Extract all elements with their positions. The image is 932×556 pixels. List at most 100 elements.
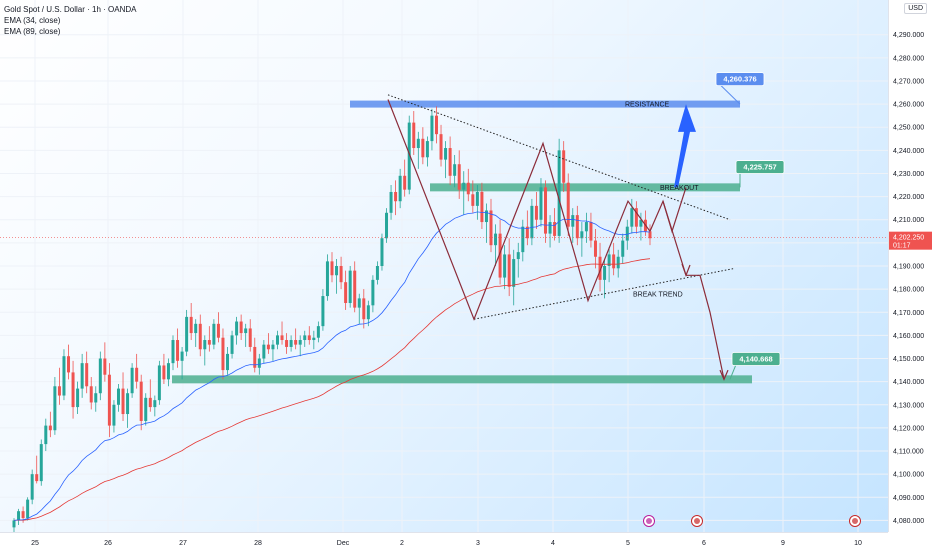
price-tick: 4,290.000: [893, 32, 924, 39]
zone-breakout: [430, 183, 740, 192]
candle-body: [430, 115, 434, 142]
candle-body: [221, 337, 225, 371]
candle-body: [253, 346, 257, 368]
candle-body: [89, 386, 93, 403]
arrowhead-low: [719, 369, 729, 381]
time-axis[interactable]: 25 26 27 28 Dec 2 3 4 5 6 9 10: [0, 532, 888, 551]
candle-body: [385, 212, 389, 239]
price-chart[interactable]: RESISTANCE BREAKOUT BREAK TREND 4,260.376 4,…: [0, 0, 888, 532]
plot-area[interactable]: RESISTANCE BREAKOUT BREAK TREND 4,260.376 4,…: [0, 0, 888, 532]
candle-body: [180, 351, 184, 361]
candle-body: [616, 256, 620, 269]
price-axis[interactable]: 4,290.000 4,280.000 4,270.000 4,260.000 4,25…: [888, 0, 932, 532]
candle-body: [30, 474, 34, 500]
candle-body: [544, 187, 548, 234]
legend-ema34[interactable]: EMA (34, close): [4, 16, 61, 25]
candle-body: [139, 381, 143, 421]
candle-body: [475, 191, 479, 206]
candle-body: [176, 340, 180, 361]
time-tick: 2: [400, 540, 404, 547]
arrowhead-mid: [681, 263, 691, 277]
candle-body: [466, 182, 470, 195]
candle-body: [135, 367, 139, 382]
candle-body: [285, 340, 289, 347]
event-icon-dot: [646, 518, 652, 524]
callout-line: [729, 364, 737, 380]
candle-body: [371, 279, 375, 306]
price-tick: 4,250.000: [893, 125, 924, 132]
candle-body: [216, 323, 220, 338]
candle-body: [375, 266, 379, 280]
candle-body: [335, 266, 339, 276]
time-tick: 25: [31, 540, 39, 547]
currency-label[interactable]: USD: [904, 3, 927, 14]
candle-body: [471, 194, 475, 206]
legend-ema89[interactable]: EMA (89, close): [4, 27, 61, 36]
candle-body: [453, 164, 457, 176]
candle-body: [53, 386, 57, 431]
candle-body: [57, 386, 61, 396]
candle-body: [226, 353, 230, 371]
candle-body: [257, 358, 261, 368]
time-tick: 28: [254, 540, 262, 547]
projection-down: [662, 201, 725, 380]
time-tick: 5: [626, 540, 630, 547]
candle-body: [48, 425, 52, 431]
candle-body: [621, 240, 625, 257]
candle-body: [148, 397, 152, 408]
candle-body: [76, 388, 80, 408]
candle-body: [521, 226, 525, 253]
candle-body: [439, 134, 443, 160]
price-tick: 4,100.000: [893, 472, 924, 479]
time-tick: 9: [781, 540, 785, 547]
upper-trendline: [387, 94, 731, 221]
candle-body: [389, 191, 393, 213]
callout-box: [731, 352, 781, 366]
price-tick: 4,110.000: [893, 449, 924, 456]
zone-support: [172, 375, 752, 384]
candle-body: [489, 210, 493, 246]
candle-body: [348, 270, 352, 304]
candle-body: [35, 474, 39, 482]
candle-body: [207, 340, 211, 345]
candle-body: [321, 296, 325, 327]
candle-body: [480, 191, 484, 223]
candle-body: [589, 222, 593, 241]
last-price-tag: [889, 231, 932, 250]
candle-body: [353, 270, 357, 308]
candle-body: [344, 282, 348, 304]
candle-body: [457, 164, 461, 190]
candle-body: [448, 148, 452, 176]
candle-body: [126, 393, 130, 415]
candle-body: [607, 254, 611, 266]
time-tick: 27: [179, 540, 187, 547]
candle-body: [416, 138, 420, 149]
candle-body: [562, 150, 566, 183]
candle-body: [212, 323, 216, 345]
candle-body: [593, 240, 597, 257]
candle-body: [298, 340, 302, 345]
projection-up: [649, 187, 687, 234]
price-tick: 4,160.000: [893, 333, 924, 340]
candle-body: [248, 328, 252, 347]
callout-target_mid: 4,225.757: [743, 163, 776, 172]
price-tick: 4,230.000: [893, 171, 924, 178]
callout-target_high: 4,260.376: [723, 75, 756, 84]
candle-body: [153, 400, 157, 408]
countdown: 01:17: [893, 243, 911, 250]
price-tick: 4,080.000: [893, 518, 924, 525]
candle-body: [503, 254, 507, 278]
candle-body: [425, 141, 429, 158]
candle-body: [112, 404, 116, 426]
candle-body: [584, 222, 588, 232]
candle-body: [575, 215, 579, 239]
legend-symbol[interactable]: Gold Spot / U.S. Dollar · 1h · OANDA: [4, 5, 137, 14]
candle-body: [339, 266, 343, 283]
candle-body: [571, 215, 575, 227]
candle-body: [98, 358, 102, 394]
candle-body: [85, 363, 89, 387]
candle-body: [275, 335, 279, 345]
price-tick: 4,120.000: [893, 425, 924, 432]
candle-body: [121, 388, 125, 415]
legend: Gold Spot / U.S. Dollar · 1h · OANDA EMA…: [4, 4, 137, 37]
